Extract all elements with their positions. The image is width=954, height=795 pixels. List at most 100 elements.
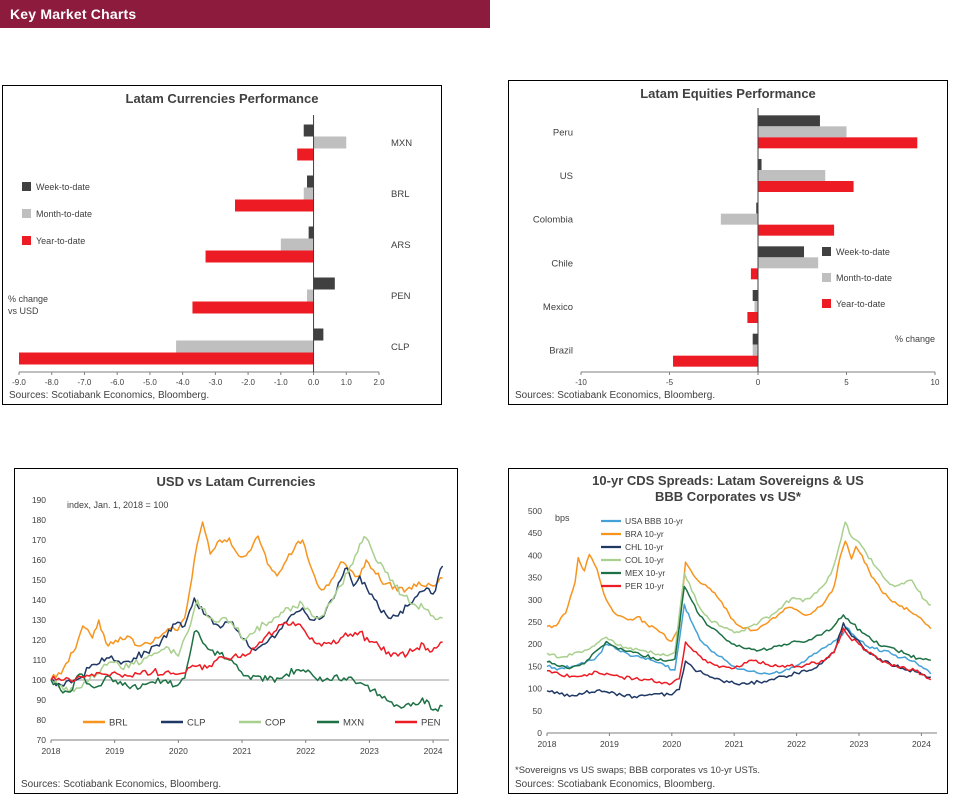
svg-text:vs USD: vs USD — [8, 306, 39, 316]
svg-text:-1.0: -1.0 — [274, 378, 288, 387]
svg-text:2022: 2022 — [787, 739, 806, 749]
svg-text:140: 140 — [32, 595, 46, 605]
svg-text:10: 10 — [931, 378, 940, 387]
svg-text:2021: 2021 — [233, 746, 252, 756]
svg-text:PER 10-yr: PER 10-yr — [625, 581, 664, 591]
svg-text:% change: % change — [895, 334, 935, 344]
svg-text:2024: 2024 — [912, 739, 931, 749]
chart-sources: Sources: Scotiabank Economics, Bloomberg… — [9, 390, 210, 401]
svg-text:-8.0: -8.0 — [45, 378, 59, 387]
svg-text:0: 0 — [756, 378, 761, 387]
svg-text:ARS: ARS — [391, 240, 411, 251]
svg-text:150: 150 — [32, 575, 46, 585]
svg-text:2019: 2019 — [600, 739, 619, 749]
svg-text:2022: 2022 — [296, 746, 315, 756]
svg-text:MXN: MXN — [343, 718, 364, 729]
svg-text:150: 150 — [528, 661, 542, 671]
svg-text:CLP: CLP — [391, 342, 409, 353]
svg-text:Colombia: Colombia — [533, 215, 574, 226]
svg-text:bps: bps — [555, 513, 570, 523]
svg-text:BRL: BRL — [391, 189, 409, 200]
svg-text:-5: -5 — [666, 378, 674, 387]
latam-currencies-bar-chart: -9.0 -8.0 -7.0 -6.0 -5.0 -4.0 -3.0 -2.0 -1.0 0.0 1… — [8, 115, 412, 387]
svg-text:400: 400 — [528, 550, 542, 560]
svg-text:50: 50 — [533, 706, 543, 716]
svg-text:Mexico: Mexico — [543, 302, 573, 313]
latam-equities-panel: Latam Equities Performance -10 -5 0 5 10 Peru… — [508, 80, 948, 405]
chart-title: Latam Currencies Performance — [125, 91, 319, 106]
svg-text:70: 70 — [37, 735, 47, 745]
svg-text:Brazil: Brazil — [549, 346, 573, 357]
chart-title: 10-yr CDS Spreads: Latam Sovereigns & US… — [592, 473, 864, 504]
svg-text:500: 500 — [528, 506, 542, 516]
svg-text:CHL 10-yr: CHL 10-yr — [625, 542, 664, 552]
svg-text:Week-to-date: Week-to-date — [36, 182, 90, 192]
svg-text:-5.0: -5.0 — [143, 378, 157, 387]
svg-text:90: 90 — [37, 695, 47, 705]
svg-text:BRL: BRL — [109, 718, 127, 729]
svg-text:PEN: PEN — [391, 291, 411, 302]
svg-text:80: 80 — [37, 715, 47, 725]
svg-text:300: 300 — [528, 595, 542, 605]
svg-text:450: 450 — [528, 528, 542, 538]
svg-text:250: 250 — [528, 617, 542, 627]
svg-text:170: 170 — [32, 535, 46, 545]
svg-text:160: 160 — [32, 555, 46, 565]
svg-text:180: 180 — [32, 515, 46, 525]
svg-text:2024: 2024 — [424, 746, 443, 756]
chart-sources: Sources: Scotiabank Economics, Bloomberg… — [515, 779, 716, 790]
chart-title: Latam Equities Performance — [640, 86, 816, 101]
usd-vs-latam-line-chart: 70 80 90 100 110 120 130 140 150 160 170 180 190 2018… — [32, 495, 449, 756]
svg-text:USA BBB 10-yr: USA BBB 10-yr — [625, 516, 683, 526]
svg-text:Month-to-date: Month-to-date — [36, 209, 92, 219]
svg-text:Chile: Chile — [551, 258, 573, 269]
svg-text:US: US — [560, 171, 573, 182]
svg-text:MXN: MXN — [391, 138, 412, 149]
chart-footnote: *Sovereigns vs US swaps; BBB corporates … — [515, 765, 760, 776]
svg-text:-7.0: -7.0 — [78, 378, 92, 387]
svg-text:CLP: CLP — [187, 718, 205, 729]
svg-text:350: 350 — [528, 573, 542, 583]
svg-text:-6.0: -6.0 — [110, 378, 124, 387]
svg-text:190: 190 — [32, 495, 46, 505]
usd-vs-latam-currencies-panel: USD vs Latam Currencies 70 80 90 100 110 120 1… — [14, 468, 458, 794]
svg-text:BRA 10-yr: BRA 10-yr — [625, 529, 664, 539]
svg-text:130: 130 — [32, 615, 46, 625]
svg-text:5: 5 — [844, 378, 849, 387]
svg-text:Week-to-date: Week-to-date — [836, 247, 890, 257]
svg-text:PEN: PEN — [421, 718, 441, 729]
page-header: Key Market Charts — [0, 0, 490, 28]
svg-text:-9.0: -9.0 — [12, 378, 26, 387]
svg-text:200: 200 — [528, 639, 542, 649]
svg-text:110: 110 — [32, 655, 46, 665]
svg-text:2021: 2021 — [725, 739, 744, 749]
svg-text:-3.0: -3.0 — [208, 378, 222, 387]
cds-spreads-line-chart: 0 50 100 150 200 250 300 350 400 450 500 2018 2019 20… — [528, 506, 937, 749]
page-title: Key Market Charts — [10, 6, 137, 22]
cds-spreads-panel: 10-yr CDS Spreads: Latam Sovereigns & US… — [508, 468, 948, 794]
chart-title: USD vs Latam Currencies — [156, 474, 316, 489]
svg-text:Year-to-date: Year-to-date — [836, 299, 885, 309]
svg-text:100: 100 — [32, 675, 46, 685]
svg-text:MEX 10-yr: MEX 10-yr — [625, 568, 665, 578]
latam-currencies-panel: Latam Currencies Performance -9.0 -8.0 -7.… — [2, 85, 442, 405]
svg-text:2020: 2020 — [169, 746, 188, 756]
svg-text:2.0: 2.0 — [373, 378, 385, 387]
svg-text:2023: 2023 — [850, 739, 869, 749]
latam-equities-bar-chart: -10 -5 0 5 10 Peru US Colombia Chile Mexico Brazil… — [533, 108, 940, 387]
svg-text:-10: -10 — [575, 378, 587, 387]
svg-text:2018: 2018 — [42, 746, 61, 756]
svg-text:-4.0: -4.0 — [176, 378, 190, 387]
svg-text:% change: % change — [8, 294, 48, 304]
svg-text:0: 0 — [537, 728, 542, 738]
svg-text:Year-to-date: Year-to-date — [36, 236, 85, 246]
svg-text:-2.0: -2.0 — [241, 378, 255, 387]
svg-text:Peru: Peru — [553, 127, 573, 138]
svg-text:120: 120 — [32, 635, 46, 645]
svg-text:2023: 2023 — [360, 746, 379, 756]
svg-text:Month-to-date: Month-to-date — [836, 273, 892, 283]
svg-text:COP: COP — [265, 718, 286, 729]
svg-text:100: 100 — [528, 684, 542, 694]
svg-text:index, Jan. 1, 2018 = 100: index, Jan. 1, 2018 = 100 — [67, 500, 168, 510]
